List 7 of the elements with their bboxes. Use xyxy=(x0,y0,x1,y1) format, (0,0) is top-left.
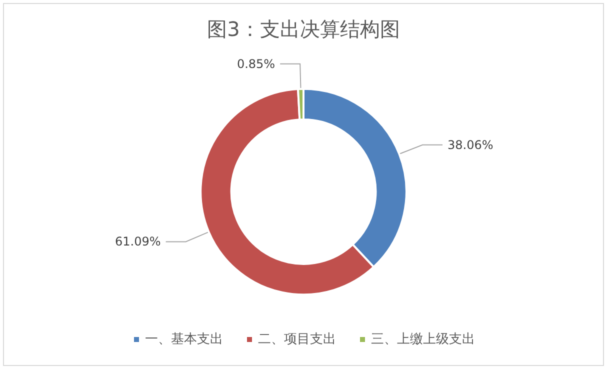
data-label: 38.06% xyxy=(447,138,494,152)
chart-title: 图3：支出决算结构图 xyxy=(207,17,400,41)
data-label: 0.85% xyxy=(236,56,276,71)
legend-label: 一、基本支出 xyxy=(145,332,223,347)
legend-label: 二、项目支出 xyxy=(258,332,336,347)
legend-label: 三、上缴上级支出 xyxy=(371,332,475,347)
data-label: 61.09% xyxy=(115,234,161,249)
